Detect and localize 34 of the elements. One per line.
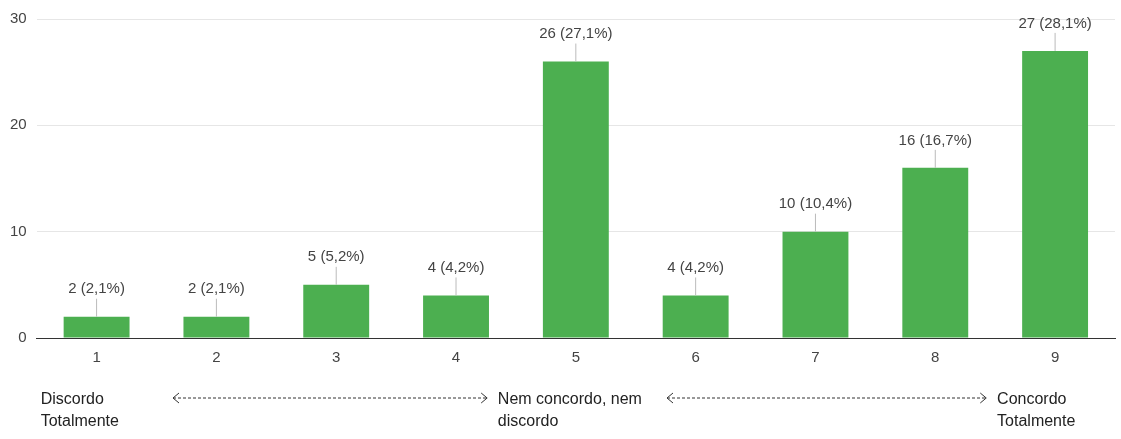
- y-tick-label: 30: [10, 9, 27, 27]
- bar: [423, 295, 489, 338]
- bar: [63, 316, 130, 338]
- y-tick-label: 20: [10, 115, 27, 133]
- data-label: 4 (4,2%): [667, 258, 725, 276]
- bar: [183, 316, 250, 338]
- x-tick-label: 6: [691, 348, 700, 366]
- bar: [782, 231, 849, 338]
- data-label: 27 (28,1%): [1018, 13, 1092, 31]
- data-label: 26 (27,1%): [539, 24, 613, 42]
- data-label: 5 (5,2%): [307, 247, 365, 265]
- y-tick-label: 10: [10, 221, 27, 239]
- text: Nem concordo, nem discordo: [497, 389, 643, 431]
- x-tick-label: 2: [212, 348, 221, 366]
- text: Discordo Totalmente: [40, 389, 120, 431]
- data-label: 10 (10,4%): [778, 194, 853, 212]
- x-tick-label: 1: [92, 348, 101, 366]
- bar: [542, 61, 609, 338]
- data-label: 2 (2,1%): [188, 279, 245, 297]
- bar: [662, 295, 729, 338]
- y-tick-label: 0: [18, 328, 27, 346]
- data-label: 4 (4,2%): [427, 258, 485, 276]
- x-tick-label: 5: [571, 348, 581, 366]
- bar: [902, 167, 969, 338]
- x-tick-label: 8: [931, 348, 940, 366]
- x-tick-label: 4: [451, 348, 461, 366]
- data-label: 16 (16,7%): [898, 130, 972, 148]
- data-label: 2 (2,1%): [68, 279, 125, 297]
- x-tick-label: 9: [1050, 348, 1060, 366]
- text: Concordo Totalmente: [997, 389, 1077, 431]
- x-tick-label: 3: [332, 348, 341, 366]
- bar: [303, 284, 370, 338]
- bar: [1022, 50, 1089, 338]
- x-tick-label: 7: [811, 348, 820, 366]
